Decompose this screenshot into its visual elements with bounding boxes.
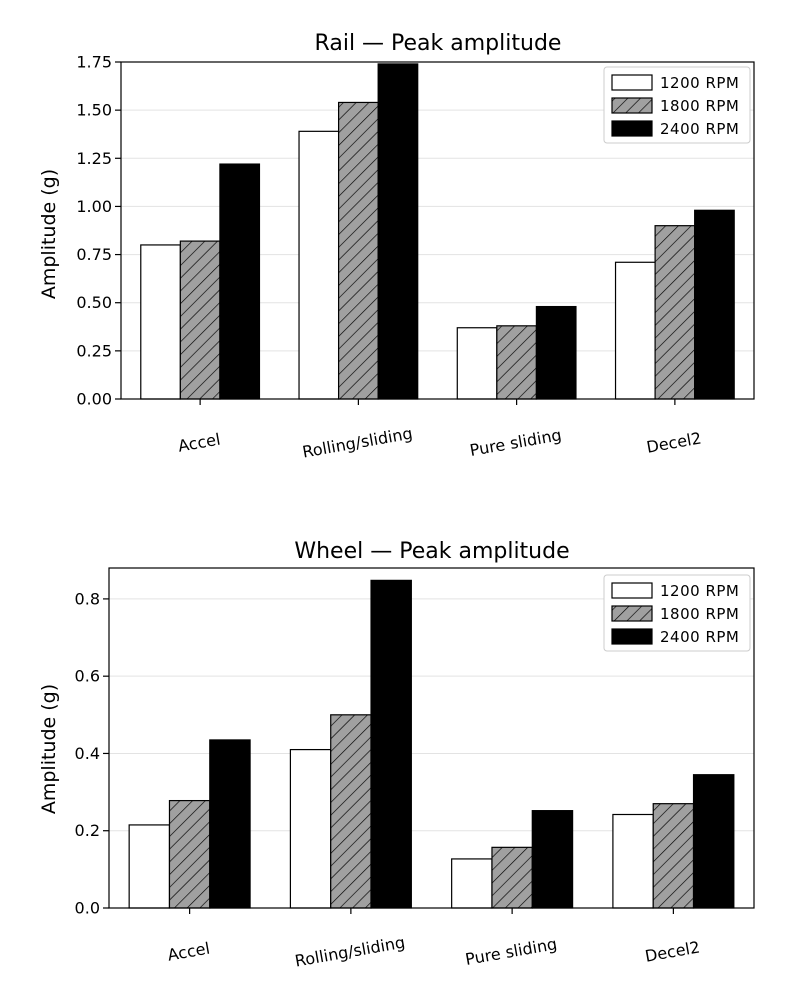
legend-label: 1200 RPM [660,582,739,600]
y-tick-label: 0.4 [75,744,100,763]
legend: 1200 RPM 1800 RPM 2400 RPM [603,66,751,144]
bar-1200-rpm-accel [140,244,181,400]
bar-2400-rpm-pure-sliding [531,810,574,909]
y-tick-label: 0.8 [75,589,100,608]
bar-1800-rpm-accel [168,799,211,909]
y-axis-label: Amplitude (g) [38,684,60,814]
legend-label: 1200 RPM [660,74,739,92]
y-tick-label: 1.50 [76,101,112,120]
y-tick-label: 1.25 [76,149,112,168]
chart-title: Rail — Peak amplitude [315,31,562,56]
bar-2400-rpm-accel [209,739,251,909]
bar-1200-rpm-rolling-sliding [298,130,340,400]
legend-swatch [611,74,653,91]
bar-1800-rpm-pure-sliding [496,325,538,400]
legend-label: 2400 RPM [660,120,739,138]
bar-1800-rpm-pure-sliding [491,846,533,909]
bar-2400-rpm-pure-sliding [535,305,577,400]
y-tick-label: 1.75 [76,53,112,72]
bar-2400-rpm-accel [219,163,261,400]
legend-label: 1800 RPM [660,97,739,115]
bar-1200-rpm-decel2 [612,813,654,909]
legend-swatch [611,628,653,645]
bar-1800-rpm-rolling-sliding [337,101,379,400]
legend-swatch [611,605,653,622]
plot-frame [120,61,755,400]
y-axis-label: Amplitude (g) [38,169,60,299]
legend-swatch [611,582,653,599]
bar-2400-rpm-decel2 [692,774,735,909]
y-tick-label: 0.75 [76,245,112,264]
bar-2400-rpm-rolling-sliding [370,579,412,909]
y-tick-label: 0.25 [76,341,112,360]
legend-swatch [611,120,653,137]
chart-title: Wheel — Peak amplitude [294,539,569,564]
plot-frame [108,567,755,909]
bar-1200-rpm-pure-sliding [456,327,498,400]
bar-2400-rpm-rolling-sliding [377,63,419,400]
y-tick-label: 0.50 [76,293,112,312]
bar-1200-rpm-rolling-sliding [289,748,332,909]
bar-1800-rpm-decel2 [652,803,695,909]
bar-1800-rpm-accel [179,240,221,400]
bar-1200-rpm-pure-sliding [451,858,493,909]
bar-1200-rpm-accel [128,824,171,909]
rail-chart: Rail — Peak amplitude Amplitude (g) 0.00… [38,31,755,462]
legend: 1200 RPM 1800 RPM 2400 RPM [603,574,751,652]
bar-1800-rpm-decel2 [654,225,696,400]
y-tick-label: 0.0 [75,899,100,918]
bar-1200-rpm-decel2 [614,261,656,400]
y-tick-label: 0.6 [75,667,100,686]
y-tick-label: 0.00 [76,390,112,409]
legend-swatch [611,97,653,114]
bar-1800-rpm-rolling-sliding [330,714,372,909]
y-tick-label: 1.00 [76,197,112,216]
y-tick-label: 0.2 [75,821,100,840]
legend-label: 1800 RPM [660,605,739,623]
legend-label: 2400 RPM [660,628,739,646]
bar-2400-rpm-decel2 [694,209,735,400]
